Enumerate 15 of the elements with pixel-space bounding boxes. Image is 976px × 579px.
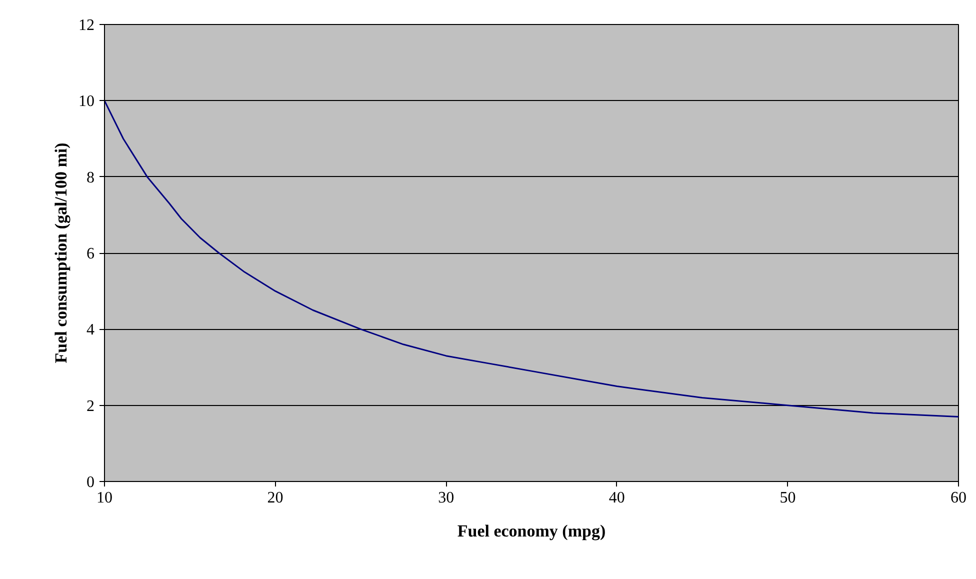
- y-tick-label: 10: [78, 93, 94, 110]
- y-tick-label: 4: [86, 322, 94, 339]
- x-tick-label: 60: [950, 490, 966, 506]
- y-tick-label: 0: [86, 474, 94, 491]
- line-series: [104, 100, 958, 418]
- x-tick-label: 30: [438, 490, 454, 506]
- y-tick-label: 12: [78, 17, 94, 34]
- x-axis-title: Fuel economy (mpg): [457, 522, 606, 540]
- x-tick-label: 50: [780, 490, 796, 506]
- y-tick-label: 8: [86, 169, 94, 186]
- y-tick-label: 6: [86, 246, 94, 262]
- x-tick-label: 20: [267, 490, 284, 506]
- x-tick-label: 40: [608, 490, 625, 506]
- y-axis-title: Fuel consumption (gal/100 mi): [52, 142, 70, 364]
- y-tick-label: 2: [86, 398, 94, 415]
